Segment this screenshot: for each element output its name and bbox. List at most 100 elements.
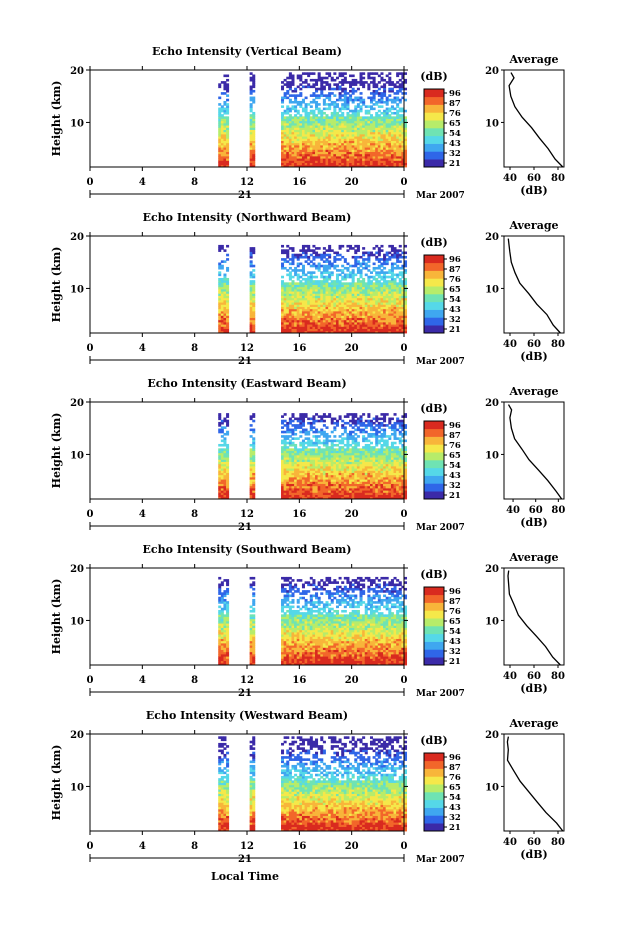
heatmap-cell (283, 136, 287, 139)
y-tick-label: 10 (70, 284, 84, 295)
heatmap-cell (223, 131, 227, 135)
heatmap-cell (249, 92, 253, 95)
heatmap-cell (281, 164, 285, 168)
heatmap-cell (296, 490, 300, 493)
heatmap-cell (286, 107, 290, 111)
heatmap-cell (307, 111, 311, 115)
heatmap-cell (283, 249, 287, 252)
heatmap-cell (220, 468, 224, 471)
heatmap-cell (372, 291, 376, 294)
heatmap-cell (351, 472, 355, 476)
heatmap-cell (286, 151, 290, 155)
heatmap-cell (320, 428, 324, 432)
heatmap-cell (304, 125, 308, 128)
heatmap-cell (346, 133, 350, 137)
heatmap-cell (312, 83, 316, 86)
heatmap-cell (312, 421, 316, 425)
heatmap-cell (380, 302, 384, 305)
heatmap-cell (369, 304, 373, 307)
heatmap-cell (218, 264, 222, 268)
heatmap-cell (288, 160, 292, 163)
heatmap-cell (388, 291, 392, 294)
heatmap-cell (283, 430, 287, 434)
heatmap-cell (343, 448, 347, 451)
heatmap-cell (307, 443, 311, 447)
heatmap-cell (346, 435, 350, 438)
heatmap-cell (390, 271, 394, 274)
heatmap-cell (330, 280, 334, 283)
heatmap-cell (346, 162, 350, 166)
heatmap-cell (325, 282, 329, 285)
heatmap-cell (375, 313, 379, 316)
heatmap-cell (307, 162, 311, 166)
heatmap-cell (299, 155, 303, 159)
heatmap-cell (281, 297, 285, 301)
heatmap-cell (317, 147, 321, 150)
heatmap-cell (315, 448, 319, 451)
heatmap-cell (325, 94, 329, 97)
heatmap-cell (226, 286, 230, 290)
heatmap-cell (330, 492, 334, 495)
heatmap-cell (398, 116, 402, 119)
heatmap-cell (362, 437, 366, 440)
heatmap-cell (249, 133, 253, 137)
heatmap-cell (291, 280, 295, 283)
heatmap-cell (288, 476, 292, 480)
heatmap-cell (330, 468, 334, 471)
heatmap-cell (304, 415, 308, 418)
heatmap-cell (377, 127, 381, 130)
heatmap-cell (341, 492, 345, 495)
heatmap-cell (281, 450, 285, 454)
heatmap-cell (398, 315, 402, 318)
heatmap-cell (226, 304, 230, 307)
heatmap-cell (322, 269, 326, 272)
heatmap-cell (362, 153, 366, 157)
heatmap-cell (367, 452, 371, 456)
heatmap-cell (343, 288, 347, 292)
heatmap-cell (286, 140, 290, 144)
heatmap-cell (294, 479, 298, 482)
heatmap-cell (328, 85, 332, 89)
heatmap-cell (315, 275, 319, 279)
heatmap-cell (294, 465, 298, 469)
heatmap-cell (388, 158, 392, 161)
heatmap-cell (325, 158, 329, 161)
heatmap-cell (286, 470, 290, 473)
heatmap-cell (346, 262, 350, 266)
heatmap-cell (252, 487, 256, 491)
heatmap-cell (354, 297, 358, 301)
heatmap-cell (315, 465, 319, 469)
heatmap-cell (320, 125, 324, 128)
heatmap-cell (296, 164, 300, 168)
heatmap-cell (252, 450, 256, 454)
heatmap-cell (299, 133, 303, 137)
heatmap-cell (312, 454, 316, 458)
heatmap-cell (281, 463, 285, 467)
colorbar-swatch (424, 301, 444, 310)
heatmap-cell (404, 255, 408, 259)
heatmap-cell (393, 295, 397, 299)
heatmap-cell (330, 138, 334, 141)
heatmap-cell (398, 127, 402, 130)
heatmap-cell (351, 315, 355, 318)
heatmap-cell (333, 144, 337, 148)
heatmap-cell (364, 494, 368, 498)
heatmap-cell (328, 435, 332, 438)
heatmap-cell (401, 321, 405, 325)
heatmap-cell (328, 118, 332, 122)
heatmap-cell (335, 85, 339, 89)
heatmap-cell (369, 133, 373, 137)
heatmap-cell (349, 284, 353, 288)
heatmap-cell (343, 133, 347, 137)
heatmap-cell (288, 439, 292, 443)
heatmap-cell (325, 260, 329, 263)
heatmap-cell (294, 308, 298, 312)
average-x-tick-label: 40 (503, 173, 517, 184)
heatmap-cell (322, 454, 326, 458)
heatmap-cell (328, 140, 332, 144)
heatmap-cell (375, 297, 379, 301)
heatmap-cell (291, 125, 295, 128)
heatmap-cell (401, 162, 405, 166)
heatmap-cell (220, 162, 224, 166)
heatmap-cell (341, 439, 345, 443)
